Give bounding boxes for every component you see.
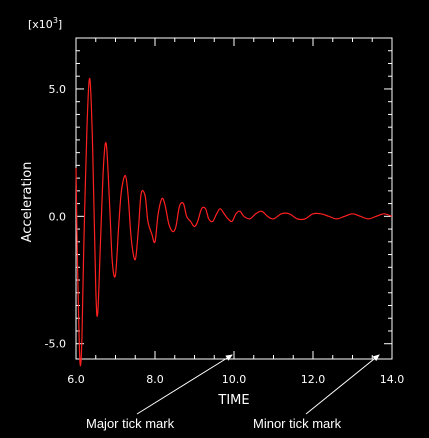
- x-tick-labels: 6.0 8.0 10.0 12.0 14.0: [67, 373, 404, 386]
- major-tick-annotation: Major tick mark: [86, 416, 175, 431]
- x-tick-label-1: 8.0: [146, 373, 164, 386]
- y-scale-label: [x103]: [28, 16, 62, 31]
- minor-tick-arrow: [305, 354, 380, 415]
- y-tick-label-2: 5.0: [49, 83, 67, 96]
- x-tick-label-4: 14.0: [380, 373, 405, 386]
- minor-tick-annotation: Minor tick mark: [253, 416, 342, 431]
- x-minor-ticks: [95, 38, 373, 359]
- x-tick-label-3: 12.0: [301, 373, 326, 386]
- plot-frame: [75, 37, 393, 360]
- major-tick-arrow: [136, 354, 233, 415]
- y-tick-labels: -5.0 0.0 5.0: [45, 83, 66, 351]
- x-axis-label: TIME: [217, 393, 249, 408]
- y-tick-label-1: 0.0: [49, 210, 67, 223]
- x-tick-label-0: 6.0: [67, 373, 85, 386]
- x-tick-label-2: 10.0: [222, 373, 247, 386]
- acceleration-series-line: [75, 78, 393, 367]
- y-minor-ticks: [76, 50, 392, 332]
- y-tick-label-0: -5.0: [45, 338, 66, 351]
- y-axis-label: Acceleration: [20, 162, 35, 243]
- x-major-ticks: [75, 38, 393, 359]
